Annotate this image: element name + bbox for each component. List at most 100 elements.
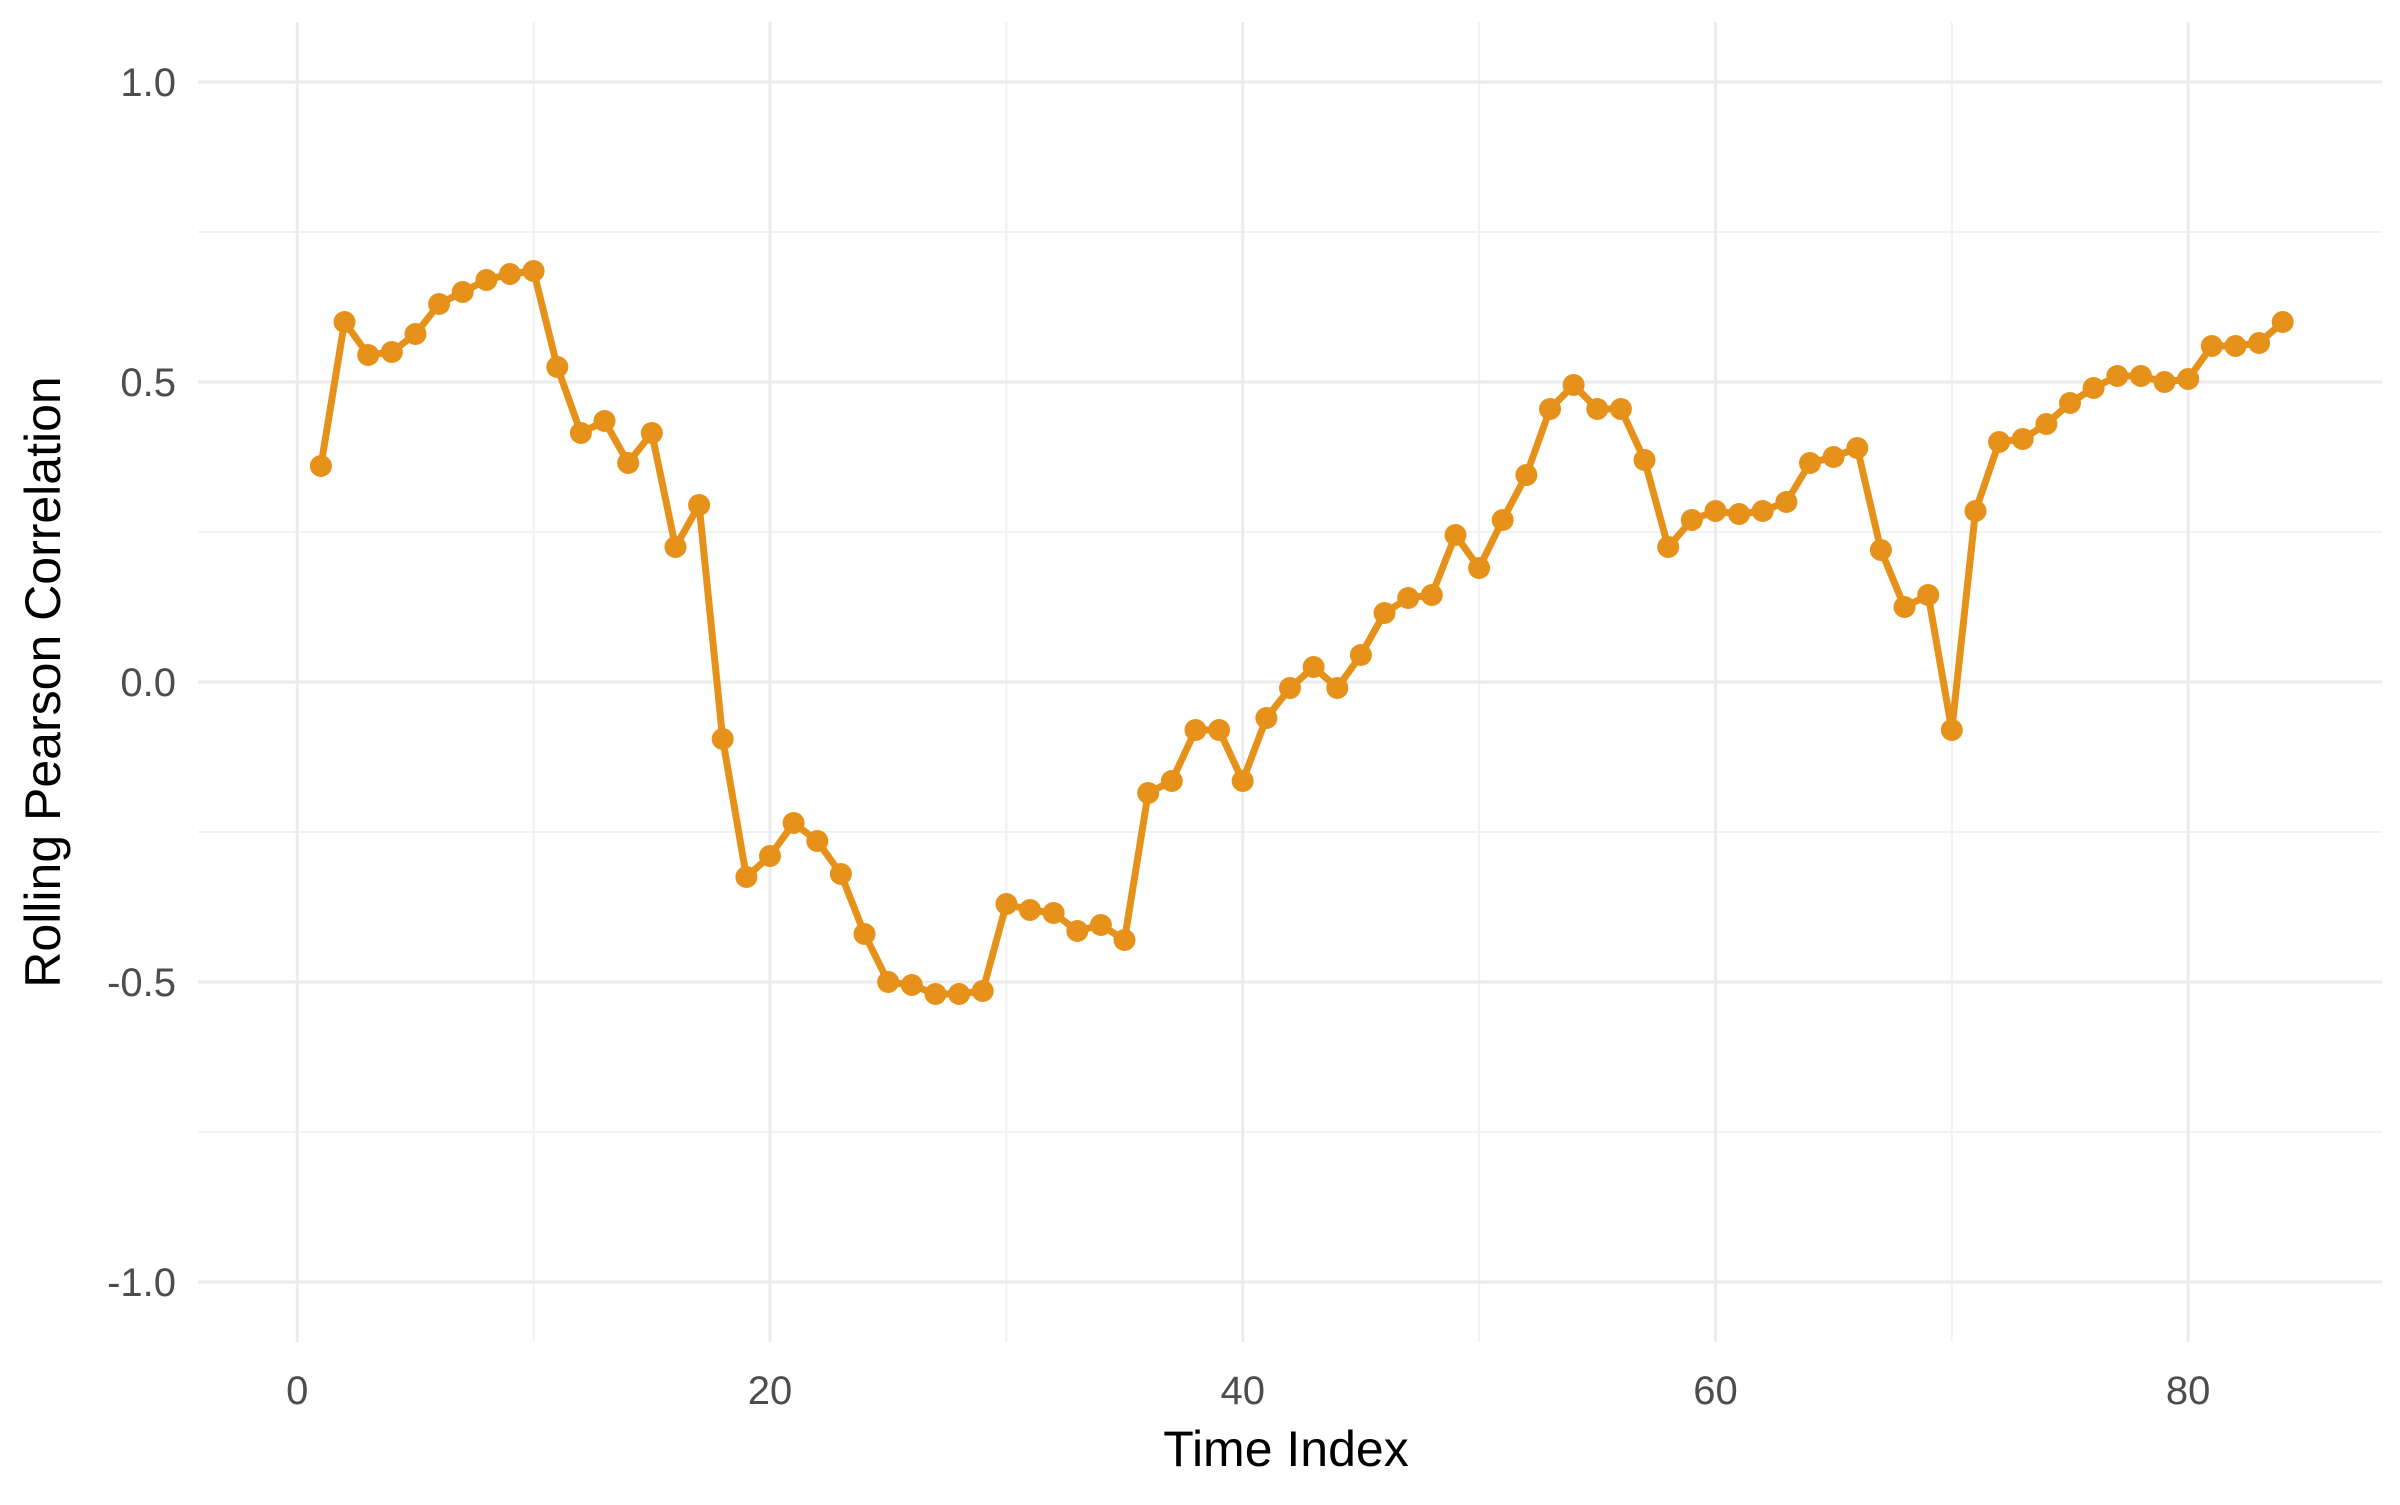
data-point xyxy=(711,728,734,750)
data-point xyxy=(1231,770,1254,792)
data-point xyxy=(1515,464,1538,486)
data-point xyxy=(1633,449,1656,471)
data-point xyxy=(1042,902,1065,924)
data-point xyxy=(380,341,403,363)
data-point xyxy=(1420,584,1443,606)
data-point xyxy=(2224,335,2247,357)
y-axis-title: Rolling Pearson Correlation xyxy=(15,376,71,987)
data-point xyxy=(309,455,332,477)
data-point xyxy=(475,269,498,291)
series-layer xyxy=(309,260,2294,1005)
series-line xyxy=(317,267,2287,998)
data-point xyxy=(1893,596,1916,618)
x-tick-label: 80 xyxy=(2166,1369,2211,1413)
data-point xyxy=(1728,503,1751,525)
data-point xyxy=(1586,398,1609,420)
data-point xyxy=(1397,587,1420,609)
x-tick-label: 20 xyxy=(748,1369,793,1413)
data-point xyxy=(948,983,971,1005)
y-tick-label: 0.5 xyxy=(120,361,176,405)
data-point xyxy=(1326,677,1349,699)
x-tick-label: 0 xyxy=(286,1369,308,1413)
data-point xyxy=(522,260,545,282)
data-point xyxy=(1279,677,1301,699)
x-axis-ticks: 0 20 40 60 80 xyxy=(286,1369,2210,1413)
data-point xyxy=(664,536,687,558)
data-point xyxy=(617,452,640,474)
data-point xyxy=(688,494,711,516)
y-tick-label: -1.0 xyxy=(107,1261,176,1305)
data-point xyxy=(782,812,805,834)
y-tick-label: -0.5 xyxy=(107,961,176,1005)
data-point xyxy=(1255,707,1278,729)
data-point xyxy=(900,974,923,996)
data-point xyxy=(1917,584,1940,606)
data-point xyxy=(1657,536,1680,558)
data-point xyxy=(1680,509,1703,531)
data-point xyxy=(1019,899,1041,921)
data-point xyxy=(1964,500,1987,522)
data-point xyxy=(1349,644,1372,666)
data-point xyxy=(1799,452,1821,474)
data-point xyxy=(404,323,427,345)
data-point xyxy=(806,830,829,852)
data-point xyxy=(853,923,876,945)
data-point xyxy=(2271,311,2294,333)
data-point xyxy=(759,845,781,867)
data-point xyxy=(2153,371,2176,393)
data-point xyxy=(357,344,380,366)
data-point xyxy=(451,281,474,303)
data-point xyxy=(2059,392,2081,414)
y-tick-label: 1.0 xyxy=(120,61,176,105)
data-point xyxy=(1491,509,1514,531)
data-point xyxy=(2248,332,2271,354)
data-point xyxy=(1988,431,2011,453)
data-point xyxy=(924,983,947,1005)
data-point xyxy=(2200,335,2223,357)
data-point xyxy=(546,356,569,378)
data-point xyxy=(1184,719,1207,741)
data-point xyxy=(2106,365,2129,387)
data-point xyxy=(1940,719,1963,741)
y-axis-ticks: -1.0 -0.5 0.0 0.5 1.0 xyxy=(107,61,176,1305)
y-tick-label: 0.0 xyxy=(120,661,176,705)
data-point xyxy=(569,422,592,444)
data-point xyxy=(1539,398,1561,420)
data-point xyxy=(877,971,900,993)
data-point xyxy=(1869,539,1892,561)
data-point xyxy=(1444,524,1467,546)
data-point xyxy=(593,410,616,432)
data-point xyxy=(499,263,521,285)
data-point xyxy=(1066,920,1089,942)
data-point xyxy=(995,893,1018,915)
data-point xyxy=(2082,377,2105,399)
data-point xyxy=(1704,500,1727,522)
data-point xyxy=(2011,428,2034,450)
data-point xyxy=(2035,413,2058,435)
data-point xyxy=(428,293,451,315)
x-axis-title: Time Index xyxy=(1163,1421,1408,1477)
data-point xyxy=(1775,491,1798,513)
data-point xyxy=(1562,374,1585,396)
data-point xyxy=(1609,398,1632,420)
data-point xyxy=(1468,557,1491,579)
data-point xyxy=(1373,602,1396,624)
data-point xyxy=(1113,929,1136,951)
data-point xyxy=(971,980,994,1002)
data-point xyxy=(333,311,356,333)
data-point xyxy=(1137,782,1160,804)
data-point xyxy=(1302,656,1325,678)
data-point xyxy=(1846,437,1869,459)
data-point xyxy=(1208,719,1231,741)
x-tick-label: 40 xyxy=(1220,1369,1265,1413)
data-point xyxy=(640,422,663,444)
grid xyxy=(198,22,2382,1342)
data-point xyxy=(735,866,758,888)
data-point xyxy=(1160,770,1183,792)
data-point xyxy=(1751,500,1774,522)
data-point xyxy=(829,863,852,885)
data-point xyxy=(1822,446,1845,468)
data-point xyxy=(2129,365,2152,387)
